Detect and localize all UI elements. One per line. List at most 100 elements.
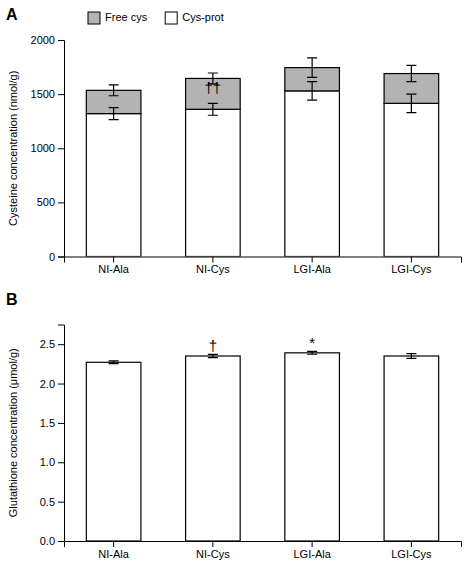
x-tick-label: NI-Ala xyxy=(98,263,129,275)
y-tick: 1000 xyxy=(31,142,64,154)
y-tick-label: 1500 xyxy=(31,88,55,100)
x-tick: NI-Ala xyxy=(98,541,129,560)
bar xyxy=(285,353,340,541)
error-bar xyxy=(307,82,317,100)
y-tick-label: 2000 xyxy=(31,34,55,46)
y-axis-title: Cysteine concentration (nmol/g) xyxy=(7,71,19,226)
legend: Free cys Cys-prot xyxy=(88,11,224,24)
y-tick-mark xyxy=(58,541,64,542)
bar xyxy=(86,114,141,257)
x-tick-mark xyxy=(212,541,213,547)
error-bar xyxy=(109,361,119,364)
plot-area: 0 500 1000 1500 2000 NI-Ala NI-Cys LGI-Ala LGI-C… xyxy=(31,34,462,275)
x-tick-mark xyxy=(212,257,213,263)
y-tick-mark xyxy=(58,257,64,258)
y-tick: 2000 xyxy=(31,34,64,46)
y-tick-mark xyxy=(58,202,64,203)
x-tick: LGI-Cys xyxy=(391,257,432,276)
y-tick: 2.5 xyxy=(40,338,64,350)
x-tick-mark xyxy=(312,257,313,263)
y-tick-label: 2.0 xyxy=(40,378,55,390)
x-tick: LGI-Ala xyxy=(293,541,331,560)
x-tick-mark xyxy=(411,541,412,547)
y-tick-label: 0.0 xyxy=(40,535,55,547)
panel: 0 500 1000 1500 2000 NI-Ala NI-Cys LGI-Ala LGI-C… xyxy=(6,6,462,275)
bar xyxy=(186,109,241,256)
y-tick-label: 0 xyxy=(49,251,55,263)
x-axis: NI-Ala NI-Cys LGI-Ala LGI-Cys xyxy=(65,257,462,276)
y-tick-mark xyxy=(58,384,64,385)
x-tick-label: LGI-Ala xyxy=(293,548,331,560)
y-axis: 0.0 0.5 1.0 1.5 2.0 2.5 xyxy=(40,325,65,547)
x-tick-mark xyxy=(411,257,412,263)
x-tick-label: LGI-Ala xyxy=(293,263,331,275)
x-axis: NI-Ala NI-Cys LGI-Ala LGI-Cys xyxy=(65,541,462,560)
y-tick: 1.5 xyxy=(40,417,64,429)
x-tick-label: LGI-Cys xyxy=(391,263,432,275)
x-tick: LGI-Cys xyxy=(391,541,432,560)
y-tick: 500 xyxy=(37,196,64,208)
x-tick-label: LGI-Cys xyxy=(391,548,432,560)
error-bar xyxy=(109,108,119,120)
error-bar xyxy=(208,103,218,115)
y-tick-label: 1.5 xyxy=(40,417,55,429)
y-tick-label: 1.0 xyxy=(40,456,55,468)
panel-label: A xyxy=(6,6,18,23)
legend-swatch xyxy=(88,12,100,24)
y-tick: 0.5 xyxy=(40,496,64,508)
x-tick-label: NI-Ala xyxy=(98,548,129,560)
marks xyxy=(86,351,438,541)
error-bar xyxy=(307,58,317,77)
x-tick-label: NI-Cys xyxy=(196,548,230,560)
bar xyxy=(384,103,439,256)
y-tick: 2.0 xyxy=(40,378,64,390)
x-tick-mark xyxy=(113,257,114,263)
y-tick: 1500 xyxy=(31,88,64,100)
y-tick: 0 xyxy=(49,251,64,263)
y-tick-mark xyxy=(58,502,64,503)
x-tick-mark xyxy=(113,541,114,547)
y-tick-label: 0.5 xyxy=(40,496,55,508)
panel-label: B xyxy=(6,291,18,308)
y-tick-mark xyxy=(58,148,64,149)
x-tick: LGI-Ala xyxy=(293,257,331,276)
y-tick-mark xyxy=(58,40,64,41)
x-tick-label: NI-Cys xyxy=(196,263,230,275)
x-tick: NI-Ala xyxy=(98,257,129,276)
y-axis-title: Glutathione concentration (μmol/g) xyxy=(7,348,19,517)
error-bar xyxy=(109,85,119,96)
x-tick: NI-Cys xyxy=(196,257,230,276)
y-tick-label: 2.5 xyxy=(40,338,55,350)
x-tick-mark xyxy=(312,541,313,547)
y-tick-mark xyxy=(58,462,64,463)
error-bar xyxy=(406,354,416,359)
error-bar xyxy=(307,351,317,354)
bar xyxy=(285,91,340,257)
legend-label: Cys-prot xyxy=(182,11,224,23)
y-tick-mark xyxy=(58,94,64,95)
y-tick-mark xyxy=(58,423,64,424)
y-axis: 0 500 1000 1500 2000 xyxy=(31,34,65,263)
y-tick: 0.0 xyxy=(40,535,64,547)
error-bar xyxy=(406,65,416,81)
panel: 0.0 0.5 1.0 1.5 2.0 2.5 NI-Ala NI-Cys LGI-Ala LGI… xyxy=(6,291,462,560)
error-bar xyxy=(208,354,218,357)
y-tick: 1.0 xyxy=(40,456,64,468)
legend-swatch xyxy=(165,12,177,24)
x-axis-line xyxy=(65,257,462,263)
legend-item: Free cys xyxy=(88,11,148,24)
legend-label: Free cys xyxy=(105,11,148,23)
error-bar xyxy=(406,94,416,112)
legend-item: Cys-prot xyxy=(165,11,224,24)
chart-svg: 0 500 1000 1500 2000 NI-Ala NI-Cys LGI-Ala LGI-C… xyxy=(0,0,473,569)
plot-area: 0.0 0.5 1.0 1.5 2.0 2.5 NI-Ala NI-Cys LGI-Ala LGI… xyxy=(40,325,462,560)
annotation: † xyxy=(209,337,217,354)
annotation: * xyxy=(309,334,315,351)
bar xyxy=(186,356,241,541)
x-tick: NI-Cys xyxy=(196,541,230,560)
y-tick-label: 1000 xyxy=(31,142,55,154)
y-axis-line xyxy=(58,41,65,258)
bar xyxy=(384,356,439,541)
y-tick-mark xyxy=(58,344,64,345)
bar xyxy=(86,362,141,541)
